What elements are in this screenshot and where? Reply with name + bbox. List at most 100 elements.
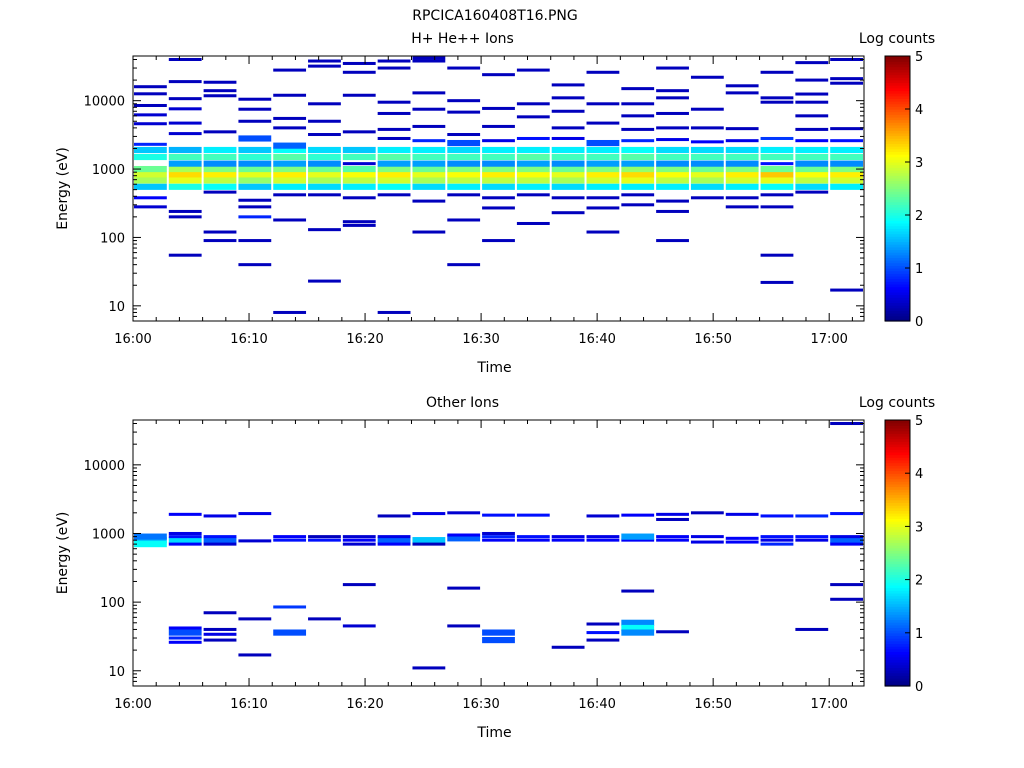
panel1-cell [830, 153, 863, 161]
panel2-colorbar-band [885, 579, 910, 583]
panel1-cell [482, 239, 515, 243]
panel1-colorbar-band [885, 56, 910, 60]
panel2-cell [308, 538, 341, 542]
panel1-cell [447, 177, 481, 184]
panel1-cell [830, 57, 863, 62]
panel2-cell [586, 631, 620, 635]
panel1-cell [308, 160, 341, 167]
panel1-cell [621, 160, 655, 167]
panel1-cell [656, 160, 689, 167]
panel1-cell [830, 171, 863, 178]
panel1-cell [203, 177, 237, 184]
panel1-cell [725, 84, 759, 88]
panel1-colorbar-band [885, 122, 910, 126]
panel2-cell [551, 645, 585, 649]
panel1-cell [308, 133, 341, 137]
panel1-cell [586, 146, 620, 154]
panel2-colorbar-band [885, 683, 910, 687]
panel1-cell [656, 66, 689, 70]
panel2-cell [203, 611, 237, 615]
panel1-cell [760, 136, 794, 140]
panel1-cell [830, 177, 863, 184]
panel1-cell [586, 70, 620, 74]
panel1-cell [168, 177, 202, 184]
panel1-cell [238, 160, 272, 167]
panel1-colorbar-band [885, 278, 910, 282]
panel1-cell [725, 91, 759, 95]
panel2-cell [725, 512, 759, 516]
panel2-colorbar-band [885, 590, 910, 594]
panel1-cell [134, 196, 167, 200]
panel1-cell [830, 146, 863, 154]
panel1-colorbar-band [885, 135, 910, 139]
panel1-cell [238, 153, 272, 161]
panel1-cell [134, 205, 167, 209]
panel1-cell [342, 223, 376, 227]
panel1-cell [308, 59, 341, 63]
panel1-cell [482, 165, 515, 173]
panel1-colorbar-band [885, 127, 910, 131]
panel1-cell [168, 107, 202, 111]
panel1-cell [760, 205, 794, 209]
panel1-cell [447, 133, 481, 137]
panel2-cell [203, 627, 237, 631]
panel2-colorbar-band [885, 638, 910, 642]
panel2-cell [377, 537, 411, 544]
panel1-colorbar-band [885, 169, 910, 174]
panel2-cell [342, 542, 376, 546]
panel1-cell [551, 136, 585, 140]
panel1-colorbar-band [885, 310, 910, 314]
panel1-colorbar-band [885, 103, 910, 107]
panel1-cell [656, 111, 689, 115]
panel1-colorbar-band [885, 207, 910, 211]
panel1-colorbar-band [885, 93, 910, 97]
panel1-cell [273, 146, 307, 154]
panel1-cell [377, 127, 411, 131]
panel1-cell [725, 171, 759, 178]
panel2-colorbar-band [885, 489, 910, 493]
panel2-colorbar-band [885, 627, 910, 631]
panel1-cell [621, 193, 655, 197]
panel2-colorbar-band [885, 467, 910, 472]
panel1-cell [656, 171, 689, 178]
panel1-cell [795, 61, 829, 65]
panel2-colorbar-band [885, 550, 910, 554]
panel1-cell [377, 165, 411, 173]
panel2-colorbar-band [885, 462, 910, 466]
panel1-plot-frame [132, 55, 865, 322]
panel1-cell [308, 153, 341, 161]
panel1-cell [203, 130, 237, 134]
panel1-cell [482, 139, 515, 143]
panel1-colorbar-band [885, 246, 910, 251]
panel1-colorbar-band [885, 241, 910, 245]
panel1-colorbar [885, 56, 910, 322]
panel1-cell [238, 177, 272, 184]
panel2-colorbar-band [885, 435, 910, 440]
panel1-cell [168, 132, 202, 136]
panel1-cell [482, 171, 515, 178]
panel1-cell [760, 253, 794, 257]
panel1-cell [134, 85, 167, 89]
panel1-cell [690, 165, 724, 173]
panel1-cell [342, 153, 376, 161]
panel1-colorbar-band [885, 199, 910, 203]
panel2-cell [656, 538, 689, 542]
panel1-cell [551, 146, 585, 154]
panel2-cell [342, 583, 376, 587]
panel1-colorbar-tick-label: 2 [915, 209, 923, 224]
panel1-cell [551, 165, 585, 173]
panel2-cell [168, 626, 202, 630]
panel1-cell [482, 153, 515, 161]
panel1-colorbar-band [885, 262, 910, 266]
panel1-cell [308, 146, 341, 154]
panel1-cell [795, 100, 829, 104]
panel2-colorbar-band [885, 483, 910, 488]
panel1-cell [273, 177, 307, 184]
panel1-x-tick-label: 16:30 [462, 332, 499, 347]
panel2-cell [656, 630, 689, 634]
panel1-cell [342, 70, 376, 74]
panel1-cell [134, 142, 167, 146]
panel1-colorbar-band [885, 283, 910, 288]
panel1-colorbar-band [885, 193, 910, 198]
panel1-cell [482, 206, 515, 210]
